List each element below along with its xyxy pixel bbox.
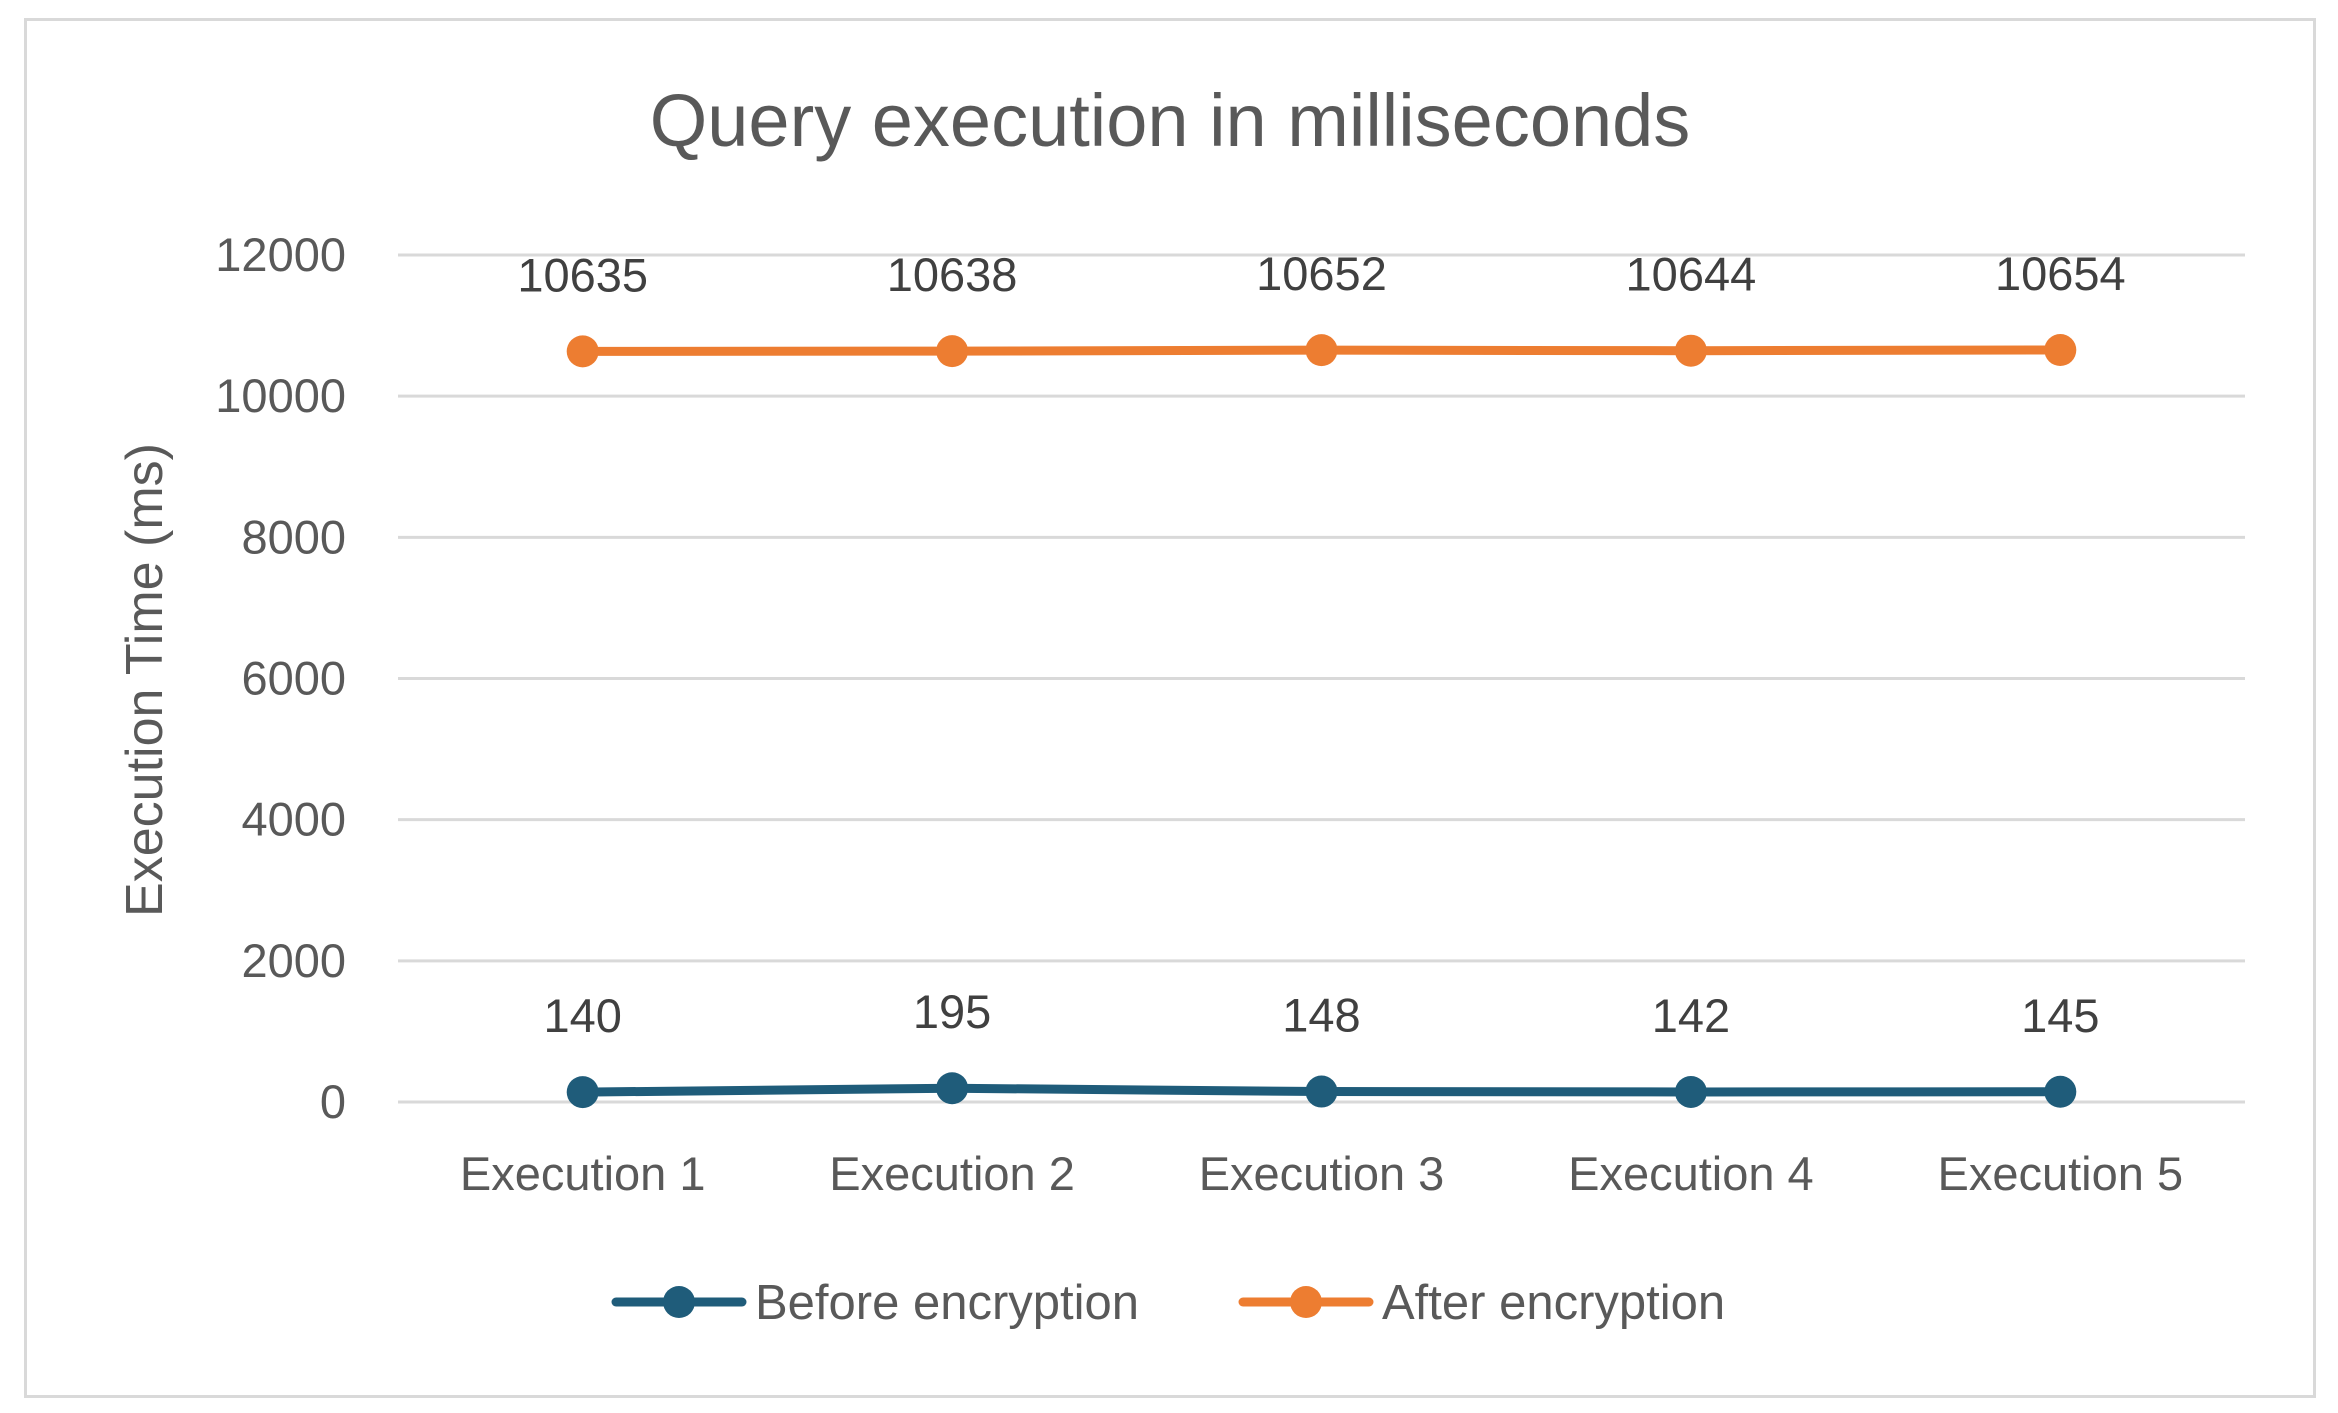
series-1-point-5 [2044,1075,2077,1108]
series-2-point-3 [1305,334,1338,367]
series-2-data-label-5: 10654 [1995,247,2126,300]
series-1-data-label-5: 145 [2021,989,2099,1042]
y-axis-title: Execution Time (ms) [116,443,174,917]
series-1-point-3 [1305,1075,1338,1108]
legend: Before encryption After encryption [611,1276,1725,1330]
gridlines [398,253,2245,1104]
series-1-point-1 [566,1076,599,1109]
y-tick-label-6000: 6000 [241,652,346,705]
series-2-point-1 [566,335,599,368]
series-2-data-label-4: 10644 [1626,248,1757,301]
series-1-point-4 [1674,1075,1707,1108]
series-1-data-label-3: 148 [1282,989,1360,1042]
chart-frame [24,18,2316,1398]
data-labels: 140 195 148 142 145 10635 10638 10652 10644 10654 [517,247,2125,1042]
series-2-point-2 [936,335,969,368]
y-tick-label-8000: 8000 [241,510,346,563]
series-2-data-label-3: 10652 [1256,247,1387,300]
legend-label-1: Before encryption [755,1276,1139,1330]
series-2-data-label-1: 10635 [517,248,648,301]
y-tick-label-2000: 2000 [241,934,346,987]
legend-marker-2 [1290,1286,1322,1318]
series-2-point-5 [2044,334,2077,367]
series-1-data-label-2: 195 [913,985,991,1038]
series-1-data-label-4: 142 [1652,989,1730,1042]
y-tick-label-12000: 12000 [215,228,346,281]
y-tick-label-10000: 10000 [215,369,346,422]
x-tick-label-5: Execution 5 [1937,1147,2183,1200]
y-axis-tick-labels: 0 2000 4000 6000 8000 10000 12000 [215,228,346,1128]
x-tick-label-2: Execution 2 [829,1147,1075,1200]
x-axis-tick-labels: Execution 1 Execution 2 Execution 3 Executi… [460,1147,2183,1200]
y-tick-label-4000: 4000 [241,793,346,846]
legend-label-2: After encryption [1382,1276,1725,1330]
series-2-data-label-2: 10638 [887,248,1018,301]
x-tick-label-4: Execution 4 [1568,1147,1814,1200]
x-tick-label-3: Execution 3 [1199,1147,1445,1200]
series-2-point-4 [1674,334,1707,367]
series-1-point-2 [936,1072,969,1105]
y-tick-label-0: 0 [320,1075,346,1128]
chart-title: Query execution in milliseconds [650,79,1691,162]
series-1-data-label-1: 140 [543,989,621,1042]
legend-marker-1 [663,1286,695,1318]
series-lines [566,334,2077,1109]
x-tick-label-1: Execution 1 [460,1147,706,1200]
